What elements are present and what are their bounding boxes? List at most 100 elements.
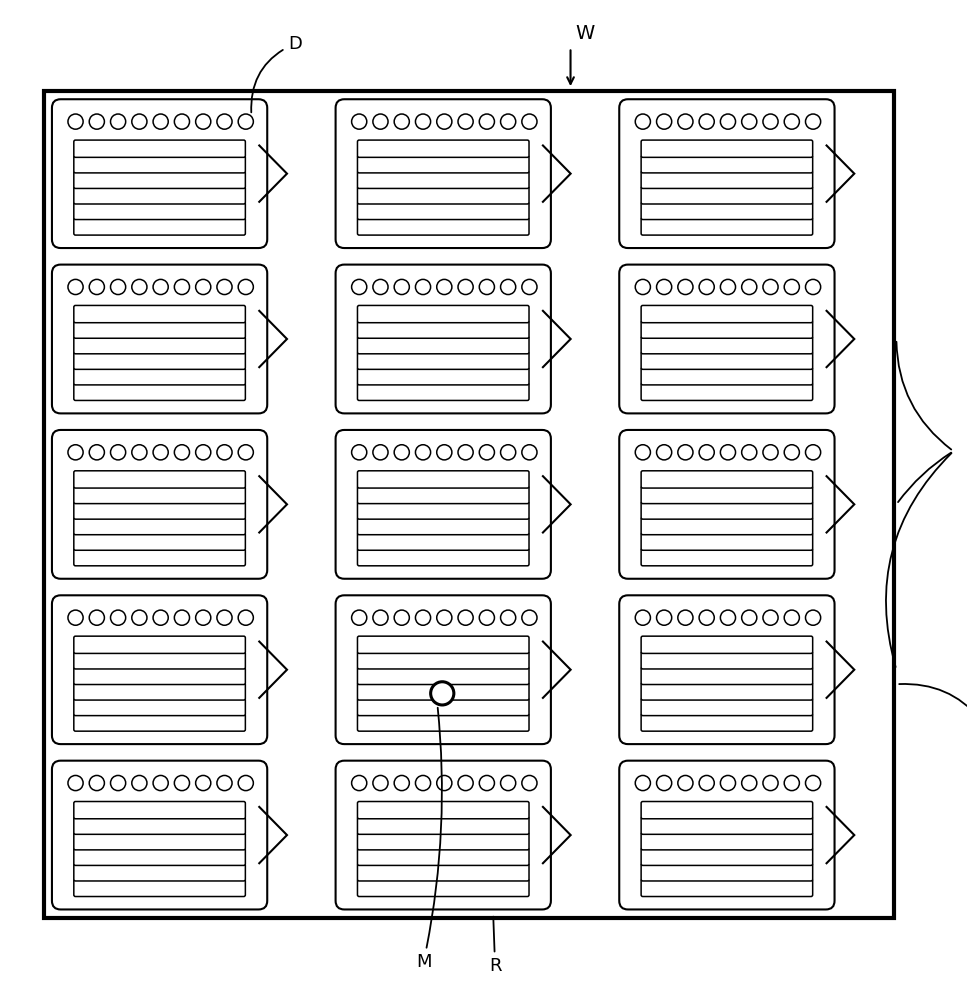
FancyBboxPatch shape — [641, 202, 812, 220]
Circle shape — [480, 445, 494, 460]
Circle shape — [373, 610, 388, 625]
FancyBboxPatch shape — [73, 517, 246, 535]
Circle shape — [89, 610, 104, 625]
Circle shape — [501, 114, 515, 129]
Circle shape — [110, 279, 126, 295]
Circle shape — [699, 775, 715, 791]
FancyBboxPatch shape — [73, 471, 246, 488]
Circle shape — [352, 279, 366, 295]
Bar — [44, 91, 894, 918]
Circle shape — [480, 775, 494, 791]
FancyBboxPatch shape — [641, 802, 812, 819]
FancyBboxPatch shape — [358, 502, 529, 519]
FancyBboxPatch shape — [358, 171, 529, 188]
Circle shape — [174, 775, 190, 791]
FancyBboxPatch shape — [358, 848, 529, 865]
FancyBboxPatch shape — [358, 698, 529, 716]
FancyBboxPatch shape — [52, 595, 267, 744]
Circle shape — [806, 610, 821, 625]
FancyBboxPatch shape — [358, 667, 529, 685]
Circle shape — [501, 775, 515, 791]
Circle shape — [763, 114, 778, 129]
FancyBboxPatch shape — [619, 761, 835, 909]
Text: R: R — [489, 917, 501, 975]
Circle shape — [784, 279, 800, 295]
Circle shape — [373, 775, 388, 791]
FancyBboxPatch shape — [641, 714, 812, 731]
Circle shape — [657, 279, 672, 295]
Circle shape — [238, 445, 253, 460]
FancyBboxPatch shape — [336, 595, 551, 744]
Circle shape — [395, 610, 409, 625]
FancyBboxPatch shape — [73, 652, 246, 669]
Circle shape — [153, 114, 168, 129]
Circle shape — [132, 114, 147, 129]
FancyBboxPatch shape — [358, 140, 529, 157]
FancyBboxPatch shape — [358, 486, 529, 504]
Circle shape — [522, 610, 537, 625]
Circle shape — [395, 279, 409, 295]
Circle shape — [763, 445, 778, 460]
Circle shape — [699, 610, 715, 625]
Circle shape — [174, 279, 190, 295]
Circle shape — [635, 445, 651, 460]
FancyBboxPatch shape — [358, 879, 529, 897]
FancyBboxPatch shape — [358, 533, 529, 550]
Circle shape — [132, 775, 147, 791]
FancyBboxPatch shape — [73, 848, 246, 865]
Circle shape — [458, 445, 473, 460]
Circle shape — [806, 445, 821, 460]
FancyBboxPatch shape — [641, 833, 812, 850]
Circle shape — [174, 610, 190, 625]
FancyBboxPatch shape — [73, 502, 246, 519]
Circle shape — [89, 114, 104, 129]
Circle shape — [195, 445, 211, 460]
FancyBboxPatch shape — [619, 595, 835, 744]
Circle shape — [238, 279, 253, 295]
FancyBboxPatch shape — [641, 533, 812, 550]
FancyBboxPatch shape — [641, 864, 812, 881]
Circle shape — [522, 775, 537, 791]
Circle shape — [742, 114, 757, 129]
Circle shape — [720, 114, 736, 129]
Text: D: D — [251, 35, 302, 112]
Circle shape — [68, 114, 83, 129]
FancyBboxPatch shape — [73, 864, 246, 881]
Circle shape — [110, 775, 126, 791]
FancyBboxPatch shape — [358, 156, 529, 173]
Circle shape — [217, 775, 232, 791]
FancyBboxPatch shape — [641, 337, 812, 354]
Circle shape — [635, 610, 651, 625]
Circle shape — [720, 610, 736, 625]
Circle shape — [217, 114, 232, 129]
Circle shape — [68, 445, 83, 460]
FancyBboxPatch shape — [358, 337, 529, 354]
Circle shape — [784, 445, 800, 460]
Circle shape — [195, 279, 211, 295]
FancyBboxPatch shape — [73, 549, 246, 566]
FancyBboxPatch shape — [52, 761, 267, 909]
Circle shape — [89, 775, 104, 791]
FancyBboxPatch shape — [641, 817, 812, 834]
Circle shape — [678, 279, 693, 295]
Circle shape — [416, 610, 430, 625]
FancyBboxPatch shape — [641, 683, 812, 700]
Circle shape — [395, 775, 409, 791]
FancyBboxPatch shape — [641, 667, 812, 685]
FancyBboxPatch shape — [52, 265, 267, 413]
Circle shape — [352, 610, 366, 625]
FancyBboxPatch shape — [641, 652, 812, 669]
FancyBboxPatch shape — [52, 99, 267, 248]
FancyBboxPatch shape — [336, 99, 551, 248]
FancyBboxPatch shape — [73, 202, 246, 220]
Circle shape — [458, 775, 473, 791]
Circle shape — [238, 114, 253, 129]
Circle shape — [68, 775, 83, 791]
Circle shape — [217, 610, 232, 625]
Circle shape — [720, 279, 736, 295]
Circle shape — [153, 445, 168, 460]
FancyBboxPatch shape — [641, 187, 812, 204]
Circle shape — [657, 775, 672, 791]
Circle shape — [437, 114, 452, 129]
Circle shape — [806, 279, 821, 295]
